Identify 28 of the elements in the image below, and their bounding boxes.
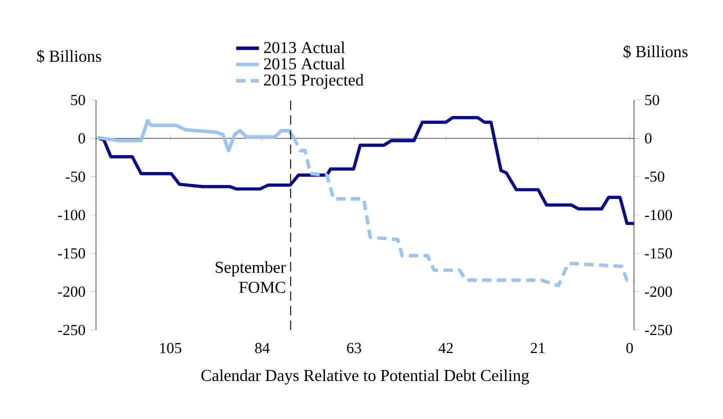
x-tick-label: 84: [255, 342, 270, 354]
y2-tick-label: -50: [644, 172, 664, 182]
y2-tick-label: -100: [644, 210, 672, 220]
y-tick-label: -150: [58, 248, 86, 259]
y-tick-label: -200: [58, 286, 86, 297]
x-tick-label: 105: [160, 342, 182, 354]
y2-tick-label: -200: [644, 286, 672, 297]
y2-tick-label: 0: [645, 133, 652, 144]
y-tick-label: 0: [78, 133, 86, 144]
y2-tick-label: 50: [645, 94, 660, 106]
x-axis-title: Calendar Days Relative to Potential Debt Ceiling: [201, 369, 530, 385]
y-tick-label: 50: [71, 94, 86, 106]
y2-tick-label: -150: [644, 248, 672, 259]
y2-tick-label: -250: [644, 324, 672, 336]
ref-line-label: September FOMC: [216, 261, 286, 293]
y-axis-title: $ Billions: [37, 50, 102, 63]
y-tick-label: -50: [66, 172, 86, 182]
legend-label: 2015 Actual: [264, 58, 345, 70]
legend-label: 2015 Projected: [264, 74, 364, 90]
y-tick-label: -100: [58, 210, 86, 220]
x-tick-label: 63: [347, 342, 362, 354]
legend-label: 2013 Actual: [264, 41, 345, 54]
x-tick-label: 21: [530, 342, 545, 354]
y-tick-label: -250: [58, 324, 86, 336]
x-tick-label: 0: [626, 342, 633, 354]
y2-axis-title: $ Billions: [624, 45, 688, 58]
x-tick-label: 42: [438, 342, 453, 354]
line-series: [97, 116, 636, 226]
